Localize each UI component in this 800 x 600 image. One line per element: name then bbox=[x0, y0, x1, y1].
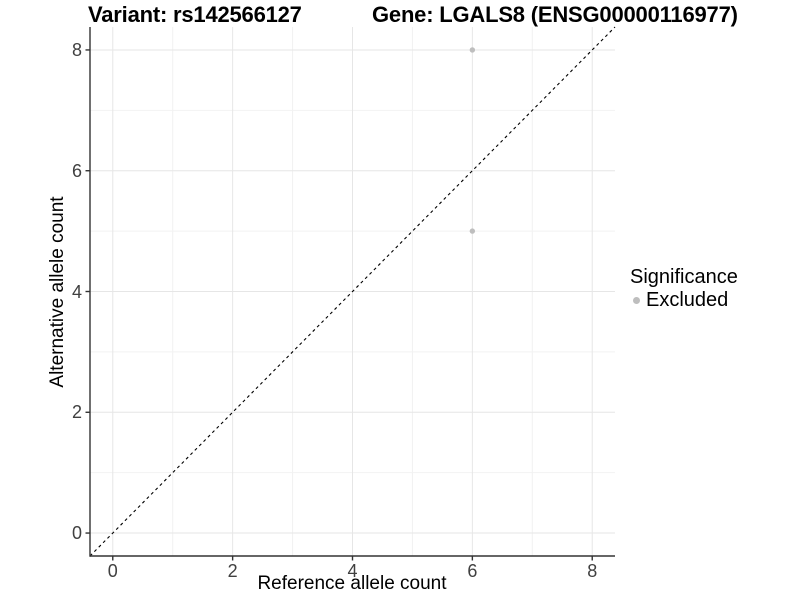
y-tick-label: 8 bbox=[71, 39, 82, 60]
plot-title-gene: Gene: LGALS8 (ENSG00000116977) bbox=[372, 2, 738, 27]
x-tick-label: 4 bbox=[347, 561, 358, 581]
x-tick-label: 6 bbox=[467, 561, 478, 581]
legend-title: Significance bbox=[630, 266, 738, 288]
x-tick-label: 2 bbox=[227, 561, 238, 581]
legend-item-excluded: Excluded bbox=[630, 289, 738, 311]
x-tick-label: 0 bbox=[107, 561, 118, 581]
legend-point-icon bbox=[633, 296, 640, 304]
y-tick-label: 4 bbox=[71, 281, 82, 302]
legend-item-label: Excluded bbox=[646, 289, 729, 311]
y-tick-label: 2 bbox=[71, 402, 82, 423]
x-tick-label: 8 bbox=[587, 561, 598, 581]
y-tick-label: 6 bbox=[71, 160, 82, 181]
y-tick-label: 0 bbox=[71, 523, 82, 544]
plot-title-variant: Variant: rs142566127 bbox=[88, 2, 302, 27]
legend: Significance Excluded bbox=[630, 266, 738, 311]
data-point bbox=[469, 228, 476, 234]
data-point bbox=[469, 47, 476, 53]
x-axis-label: Reference allele count bbox=[257, 573, 447, 594]
identity-reference-line bbox=[89, 26, 616, 557]
